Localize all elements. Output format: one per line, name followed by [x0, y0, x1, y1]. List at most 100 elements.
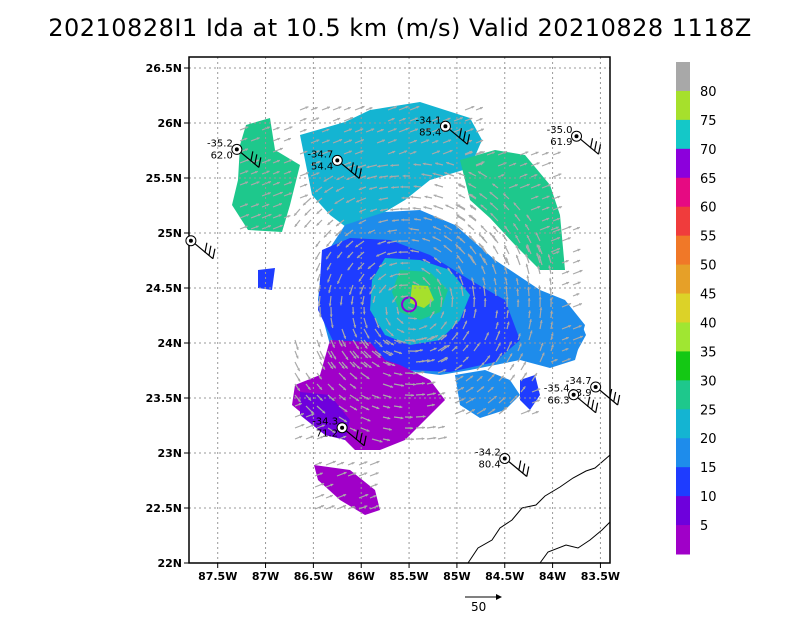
wind-vector-head — [468, 183, 472, 187]
wind-vector-head — [369, 276, 373, 280]
wind-vector-head — [376, 325, 380, 328]
wind-vector-head — [328, 290, 331, 294]
wind-vector-head — [479, 193, 483, 197]
wind-vector-head — [380, 128, 384, 132]
wind-vector-head — [434, 183, 438, 187]
wind-vector-head — [525, 151, 529, 155]
wind-vector-head — [321, 356, 325, 360]
wind-vector-head — [461, 398, 465, 401]
wind-vector-head — [461, 409, 465, 413]
wind-vector-head — [369, 187, 372, 190]
wind-vector-head — [514, 213, 518, 217]
wind-vector-head — [387, 405, 391, 409]
wind-vector-head — [500, 375, 504, 379]
wind-vector-head — [268, 181, 272, 184]
wind-vector-head — [318, 314, 322, 318]
lat-tick-label: 24N — [157, 337, 182, 350]
wind-vector-head — [369, 291, 373, 295]
wind-vector-head — [499, 352, 502, 356]
wind-vector-head — [565, 336, 569, 340]
wind-vector-head — [379, 175, 382, 179]
wind-vector-head — [514, 395, 518, 399]
observation-station: -34.371.2 — [312, 417, 367, 447]
colorbar-label: 65 — [700, 172, 717, 187]
wind-vector-head — [337, 117, 341, 121]
wind-barb-flag — [589, 138, 594, 149]
wind-vector-head — [556, 217, 560, 221]
wind-vector-head — [326, 106, 330, 110]
wind-vector-head — [298, 402, 302, 406]
wind-vector-head — [567, 358, 571, 361]
lon-tick-label: 86.5W — [294, 570, 333, 583]
wind-vector-head — [244, 137, 248, 141]
wind-vector-head — [364, 364, 368, 368]
colorbar-segment — [676, 119, 690, 150]
wind-vector-head — [317, 344, 321, 348]
wind-barb — [577, 397, 597, 414]
wind-vector-head — [468, 253, 471, 257]
wind-barb — [580, 138, 599, 155]
wind-vector-head — [444, 334, 447, 338]
wind-vector-head — [307, 376, 311, 380]
coastline — [467, 454, 611, 564]
wind-vector-head — [347, 255, 351, 258]
wind-vector-head — [513, 202, 517, 206]
wind-vector-head — [377, 354, 381, 358]
wind-vector-head — [359, 209, 363, 213]
wind-vector-head — [254, 170, 258, 174]
wind-vector-head — [334, 201, 338, 204]
wind-vector-head — [471, 398, 475, 401]
wind-barb-flag — [593, 141, 598, 152]
wind-vector-head — [372, 300, 376, 303]
wind-vector-head — [480, 139, 484, 143]
wind-barb-flag — [462, 131, 467, 142]
wind-vector-head — [297, 387, 300, 391]
wind-vector-head — [537, 388, 541, 392]
wind-vector-head — [358, 187, 362, 191]
wind-vector-head — [505, 257, 509, 261]
wind-vector-head — [446, 345, 450, 348]
wind-vector-head — [413, 327, 416, 331]
wind-vector-head — [404, 150, 408, 154]
wind-vector-head — [336, 243, 340, 247]
wind-barb-flag — [617, 394, 621, 406]
wind-vector-head — [414, 317, 417, 320]
wind-vector-head — [307, 386, 311, 390]
wind-vector-head — [436, 268, 439, 272]
wind-vector-head — [433, 347, 437, 351]
wind-vector-head — [454, 320, 457, 324]
wind-vector-head — [353, 428, 357, 432]
wind-vector-head — [343, 471, 347, 475]
wind-vector-head — [374, 483, 378, 487]
wind-vector-head — [557, 237, 561, 240]
wind-vector-head — [331, 397, 335, 401]
wind-vector-head — [448, 139, 452, 143]
wind-barb-flag — [595, 402, 599, 413]
wind-vector-head — [245, 170, 249, 174]
wind-vector-head — [482, 285, 486, 289]
colorbar-segment — [676, 525, 690, 555]
wind-vector-head — [326, 256, 329, 260]
wind-vector-head — [555, 226, 559, 230]
lon-tick-label: 84.5W — [485, 570, 524, 583]
observation-station: -34.280.4 — [475, 448, 530, 477]
wind-vector-head — [347, 106, 351, 110]
wind-vector-head — [483, 298, 487, 301]
wind-vector-head — [364, 345, 368, 349]
wind-barb-flag — [254, 154, 258, 165]
wind-vector-head — [330, 365, 333, 369]
lon-tick-label: 85W — [443, 570, 470, 583]
wind-vector-head — [392, 299, 396, 303]
wind-vector-head — [339, 343, 343, 347]
wind-vector-head — [422, 277, 426, 281]
lat-tick-label: 26N — [157, 117, 182, 130]
wind-vector-head — [424, 336, 428, 340]
observation-station — [185, 235, 216, 260]
wind-vector-head — [546, 225, 550, 229]
wind-vector-head — [492, 183, 496, 187]
wind-vector-head — [479, 253, 483, 257]
wind-vector-head — [516, 299, 520, 303]
wind-barb-flag — [354, 165, 358, 176]
colorbar-segment — [676, 206, 690, 237]
station-value: 80.4 — [478, 460, 500, 471]
